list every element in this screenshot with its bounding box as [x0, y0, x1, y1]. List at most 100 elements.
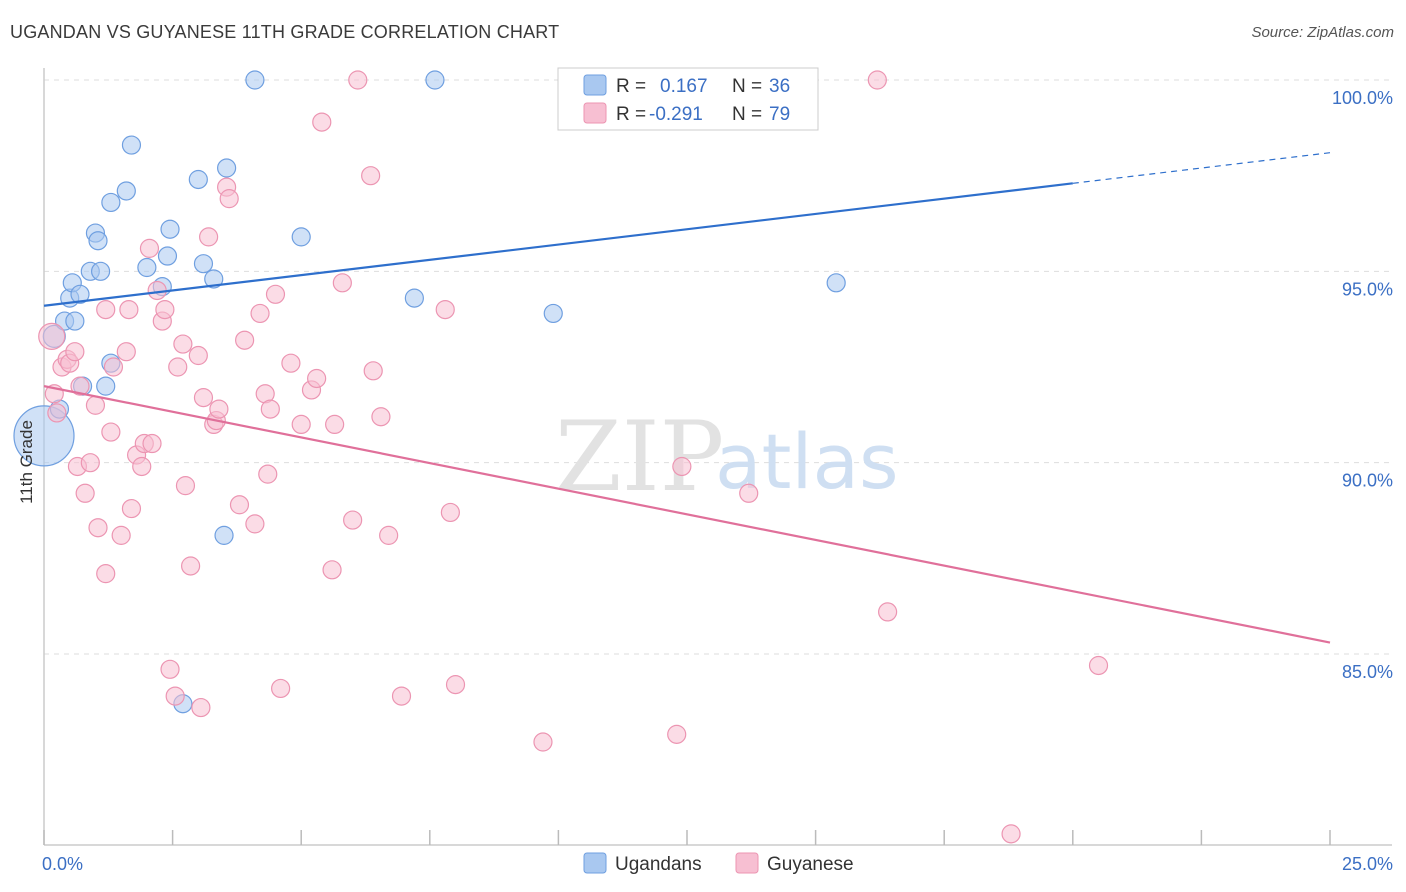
guyanese-point: [96, 300, 116, 320]
guyanese-point: [96, 564, 116, 584]
y-tick-label: 85.0%: [1342, 662, 1393, 682]
guyanese-point: [878, 602, 898, 622]
guyanese-point: [363, 361, 383, 381]
guyanese-point: [291, 414, 311, 434]
ugandans-point: [188, 169, 208, 190]
tick-labels: 100.0% 95.0% 90.0% 85.0% 0.0% 25.0%: [42, 88, 1393, 874]
guyanese-point: [116, 342, 136, 362]
guyanese-point: [271, 678, 291, 699]
guyanese-point: [667, 724, 687, 744]
guyanese-point: [165, 686, 185, 706]
guyanese-point: [440, 502, 460, 523]
y-tick-label: 100.0%: [1332, 88, 1393, 108]
guyanese-point: [142, 433, 162, 454]
guyanese-point: [379, 525, 399, 545]
guyanese-point: [70, 376, 90, 396]
data-points: [13, 70, 1109, 844]
guyanese-point: [173, 334, 193, 354]
guyanese-point: [199, 227, 219, 247]
ugandans-trend-extension: [1072, 152, 1331, 184]
guyanese-point: [229, 495, 250, 515]
ugandans-point: [157, 246, 178, 266]
guyanese-point: [155, 300, 175, 320]
ugandans-point: [88, 231, 108, 251]
guyanese-point: [307, 368, 327, 389]
ugandans-point: [214, 525, 234, 545]
guyanese-point: [132, 456, 152, 477]
chart-source: Source: ZipAtlas.com: [1251, 24, 1394, 41]
ugandans-point: [90, 261, 111, 281]
trend-lines: [43, 152, 1331, 644]
ugandans-point: [65, 311, 85, 331]
guyanese-point: [119, 300, 139, 320]
ugandans-point: [826, 273, 846, 293]
guyanese-point: [371, 407, 391, 427]
guyanese-point: [260, 399, 280, 419]
guyanese-point: [38, 322, 66, 350]
ugandans-point: [116, 181, 136, 201]
bottom-legend-label-guyanese: Guyanese: [767, 854, 854, 875]
legend-bottom: Ugandans Guyanese: [583, 852, 854, 875]
y-tick-label: 95.0%: [1342, 279, 1393, 299]
ugandans-trend-line: [43, 182, 1073, 307]
bottom-legend-label-ugandans: Ugandans: [615, 854, 702, 875]
guyanese-point: [245, 514, 265, 534]
guyanese-point: [103, 357, 124, 377]
legend-r-label-1: R =: [616, 76, 646, 97]
guyanese-point: [111, 525, 131, 545]
guyanese-point: [348, 70, 368, 90]
ugandans-point: [70, 284, 90, 304]
ugandans-point: [404, 288, 424, 308]
guyanese-point: [235, 330, 255, 350]
y-tick-label: 90.0%: [1342, 471, 1393, 491]
legend-n-label-2: N =: [732, 104, 762, 125]
guyanese-point: [265, 284, 286, 304]
bottom-legend-swatch-guyanese: [735, 852, 759, 874]
legend-n-value-1: 36: [769, 76, 790, 97]
guyanese-point: [281, 353, 301, 373]
legend-n-label-1: N =: [732, 76, 762, 97]
ugandans-point: [217, 158, 237, 178]
guyanese-point: [391, 686, 412, 706]
guyanese-point: [193, 388, 214, 408]
chart-title: UGANDAN VS GUYANESE 11TH GRADE CORRELATI…: [10, 22, 560, 42]
legend-top: R = 0.167 N = 36 R = -0.291 N = 79: [557, 67, 819, 131]
legend-swatch-ugandans: [583, 74, 607, 96]
ugandans-point: [291, 227, 311, 247]
guyanese-trend-line: [43, 385, 1331, 644]
guyanese-point: [191, 697, 211, 718]
ugandans-point: [204, 269, 224, 289]
guyanese-point: [209, 399, 229, 419]
guyanese-point: [160, 659, 180, 679]
ugandans-point: [137, 257, 157, 278]
guyanese-point: [75, 483, 95, 503]
guyanese-point: [65, 342, 85, 362]
ugandans-point: [121, 135, 142, 155]
guyanese-point: [435, 300, 455, 320]
guyanese-point: [1088, 655, 1109, 676]
guyanese-point: [85, 395, 106, 415]
guyanese-point: [188, 345, 208, 366]
guyanese-point: [139, 238, 160, 258]
guyanese-point: [867, 70, 887, 90]
guyanese-point: [739, 483, 759, 503]
watermark-zip: ZIP: [555, 401, 724, 513]
guyanese-point: [445, 675, 466, 695]
guyanese-point: [361, 166, 381, 186]
legend-r-label-2: R =: [616, 104, 646, 125]
guyanese-point: [121, 498, 142, 519]
guyanese-point: [533, 732, 553, 752]
bottom-legend-swatch-ugandans: [583, 852, 607, 874]
guyanese-point: [258, 464, 278, 484]
gridlines: [44, 79, 1392, 655]
guyanese-point: [312, 112, 332, 132]
legend-r-value-1: 0.167: [660, 76, 708, 97]
ugandans-point: [245, 70, 265, 90]
ugandans-point: [101, 192, 121, 213]
guyanese-point: [175, 476, 196, 496]
y-axis-title: 11th Grade: [17, 420, 36, 504]
guyanese-point: [343, 510, 363, 530]
guyanese-point: [332, 273, 352, 293]
legend-n-value-2: 79: [769, 104, 790, 125]
guyanese-point: [672, 456, 692, 477]
